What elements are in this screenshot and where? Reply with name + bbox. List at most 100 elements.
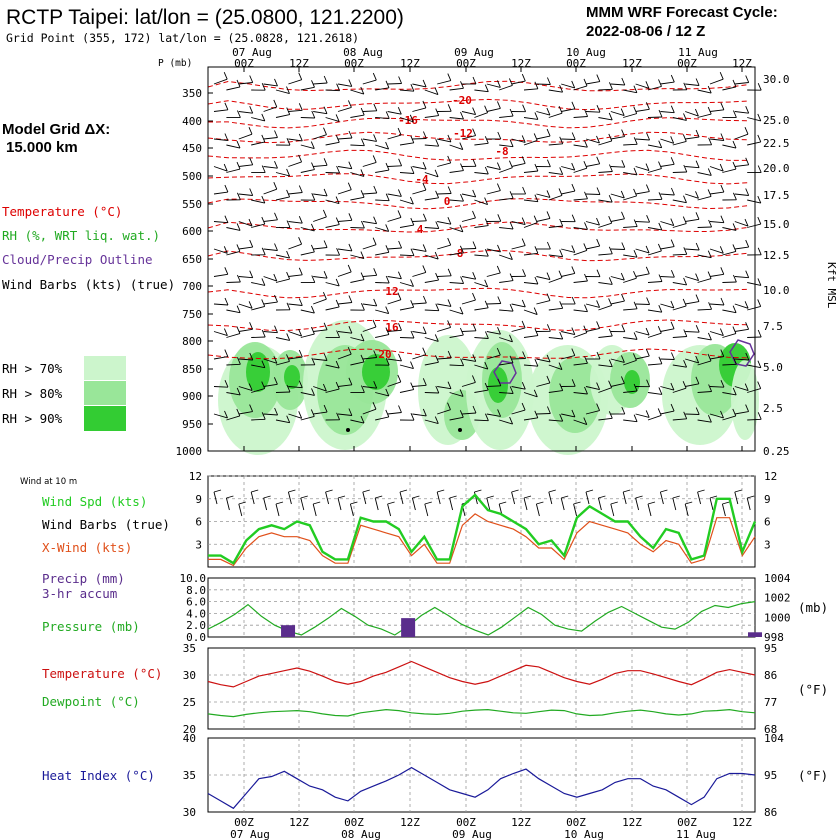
- wind-barb: [561, 248, 575, 253]
- wind-barb: [387, 111, 402, 115]
- wind-barb: [472, 159, 477, 167]
- wind-barb: [286, 107, 291, 115]
- wind-barb: [474, 89, 489, 93]
- wind-barb: [385, 327, 390, 335]
- wind-barb: [486, 166, 501, 171]
- wind-barb: [337, 83, 352, 87]
- wind-barb: [546, 159, 551, 167]
- wind-barb: [422, 326, 427, 334]
- wind-barb: [385, 224, 390, 232]
- wind-barb: [633, 106, 638, 114]
- wind-barb: [548, 172, 563, 175]
- surface-wind-barb: [734, 489, 742, 493]
- wind-barb: [375, 227, 389, 232]
- wind-barb: [474, 254, 489, 257]
- wind-barb: [584, 304, 588, 312]
- wind-barb: [608, 216, 613, 224]
- wind-barb: [719, 72, 724, 80]
- wind-barb: [548, 364, 563, 371]
- wind-barb: [251, 364, 265, 369]
- wind-barb: [226, 168, 241, 173]
- pressure-tick-label: 1000: [176, 445, 203, 458]
- surface-wind-barb: [746, 497, 751, 511]
- wind-tick-right: 3: [764, 538, 771, 551]
- wind-barb: [620, 190, 625, 199]
- wind-barb: [362, 386, 377, 389]
- wind-barb: [635, 303, 650, 305]
- wind-barb: [757, 360, 762, 368]
- wind-barb: [322, 292, 327, 300]
- wind-barb: [633, 137, 638, 145]
- surface-wind-barb: [622, 491, 627, 505]
- wind-barb: [499, 337, 513, 343]
- wind-barb: [313, 358, 328, 361]
- grid-point-label: Grid Point (355, 172) lat/lon = (25.0828…: [6, 31, 359, 45]
- wind-barb: [263, 137, 278, 140]
- wind-barb: [734, 386, 749, 392]
- wind-barb: [313, 411, 328, 415]
- wind-barb: [511, 138, 526, 143]
- wind-barb: [722, 144, 737, 149]
- wind-barb: [336, 330, 341, 338]
- wind-barb: [286, 302, 291, 310]
- model-grid-label: Model Grid ΔX:: [2, 121, 110, 138]
- wind-barb: [633, 332, 638, 340]
- wind-barb: [720, 184, 725, 193]
- wind-barb: [449, 252, 464, 256]
- wind-barb: [472, 107, 477, 115]
- wind-barb: [707, 250, 712, 258]
- surface-wind-barb: [535, 503, 540, 517]
- wind-barb: [672, 364, 687, 368]
- wind-barb: [635, 191, 650, 195]
- wind-barb: [249, 270, 254, 278]
- wind-barb: [398, 76, 403, 84]
- wind-barb: [534, 112, 539, 120]
- wind-barb: [337, 137, 353, 140]
- wind-barb: [633, 85, 638, 93]
- wind-barb: [385, 275, 390, 284]
- wind-barb: [610, 218, 625, 222]
- wind-barb: [313, 111, 328, 115]
- wind-barb: [348, 326, 353, 334]
- wind-barb: [261, 83, 266, 91]
- wind-barb: [263, 276, 277, 282]
- wind-barb: [635, 138, 650, 141]
- wind-barb: [449, 282, 464, 284]
- wind-barb: [548, 337, 563, 340]
- kft-axis-label: Kft MSL: [825, 262, 838, 309]
- wind-barb: [397, 127, 402, 136]
- wind-barb: [598, 171, 613, 173]
- wind-barb: [286, 384, 291, 393]
- wind-barb: [213, 356, 228, 360]
- wind-barb: [682, 381, 687, 389]
- wind-barb: [747, 141, 761, 146]
- surface-wind-barb: [437, 489, 445, 493]
- wind-barb: [347, 182, 352, 190]
- wind-barb: [559, 85, 564, 93]
- wind-barb: [747, 117, 761, 122]
- wind-barb: [399, 89, 414, 92]
- wind-barb: [337, 384, 352, 387]
- wind-barb: [695, 160, 700, 168]
- wind-barb: [422, 100, 427, 109]
- wind-barb: [226, 363, 241, 366]
- wind-barb: [509, 386, 514, 394]
- wind-barb: [658, 222, 663, 231]
- wind-barb: [521, 217, 526, 225]
- wind-barb: [546, 375, 551, 384]
- wind-barb: [621, 406, 626, 415]
- surface-wind-barb: [499, 501, 507, 505]
- wind-barb: [348, 213, 353, 221]
- wind-barb: [523, 88, 538, 91]
- wind-barb: [263, 413, 278, 416]
- wind-barb: [484, 382, 489, 391]
- wind-barb: [274, 161, 278, 169]
- wind-barb: [559, 414, 564, 422]
- wind-barb: [385, 388, 390, 397]
- wind-barb: [709, 109, 724, 112]
- wind-barb: [213, 221, 228, 224]
- wind-barb: [474, 364, 488, 370]
- wind-barb: [747, 388, 761, 393]
- wind-barb: [251, 141, 265, 146]
- wind-barb: [372, 72, 377, 81]
